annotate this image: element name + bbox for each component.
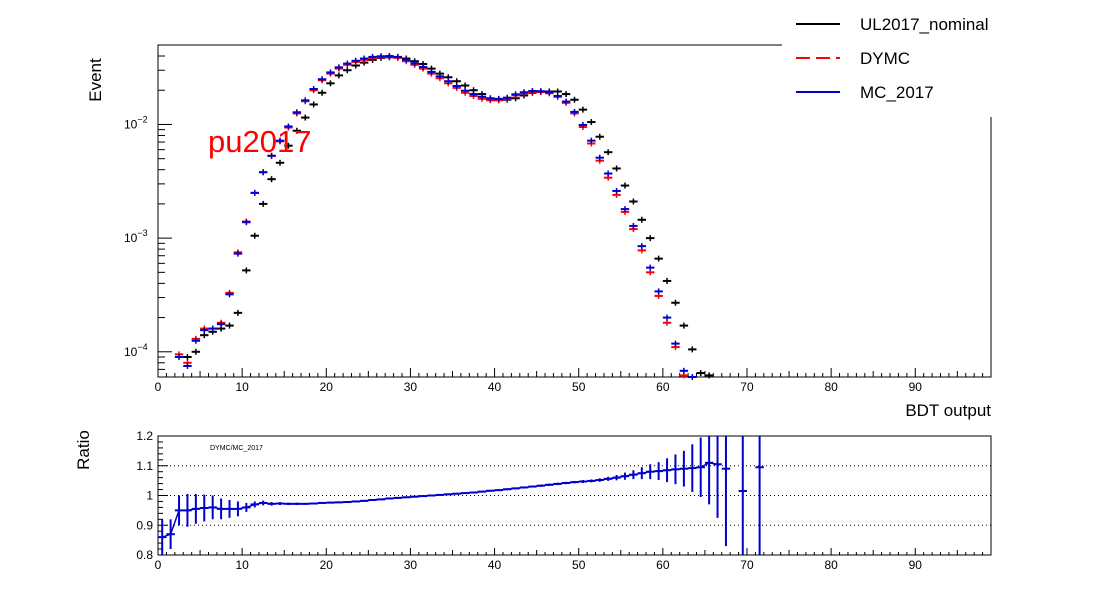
top-x-axis: 0 10 20 30 40 50 60 70 80 90	[155, 368, 992, 394]
ratio-y-axis: 0.8 0.9 1 1.1 1.2	[136, 429, 168, 562]
ratio-x-axis: 0 10 20 30 40 50 60 70 80 90	[155, 548, 992, 572]
legend-label: UL2017_nominal	[860, 15, 989, 34]
ratio-x-tick-label: 20	[320, 558, 334, 572]
top-y-axis-label: Event	[86, 58, 105, 102]
top-x-tick-label: 40	[488, 380, 502, 394]
top-y-tick-label: 10−4	[124, 342, 148, 359]
top-x-tick-label: 10	[235, 380, 249, 394]
top-x-tick-label: 30	[404, 380, 418, 394]
ratio-y-tick-label: 1	[146, 489, 153, 503]
top-x-axis-label: BDT output	[905, 401, 991, 420]
series-dymc	[174, 53, 689, 379]
ratio-x-tick-label: 50	[572, 558, 586, 572]
top-x-tick-label: 70	[740, 380, 754, 394]
top-x-tick-label: 50	[572, 380, 586, 394]
ratio-x-tick-label: 30	[404, 558, 418, 572]
top-x-tick-label: 60	[656, 380, 670, 394]
ratio-x-tick-label: 40	[488, 558, 502, 572]
ratio-series	[158, 436, 764, 555]
ratio-x-tick-label: 60	[656, 558, 670, 572]
series-mc_2017	[174, 53, 697, 380]
ratio-x-tick-label: 0	[155, 558, 162, 572]
ratio-line	[161, 461, 718, 538]
ratio-y-axis-label: Ratio	[74, 430, 93, 470]
ratio-y-tick-label: 0.9	[136, 518, 153, 532]
top-y-axis: 10−4 10−3 10−2	[124, 44, 172, 378]
legend: UL2017_nominal DYMC MC_2017	[796, 15, 989, 102]
ratio-x-tick-label: 70	[740, 558, 754, 572]
top-x-tick-label: 80	[824, 380, 838, 394]
legend-label: DYMC	[860, 49, 910, 68]
ratio-y-tick-label: 1.2	[136, 429, 153, 443]
ratio-x-tick-label: 80	[824, 558, 838, 572]
ratio-y-tick-label: 0.8	[136, 548, 153, 562]
ratio-y-tick-label: 1.1	[136, 459, 153, 473]
top-y-tick-label: 10−2	[124, 114, 148, 131]
top-x-tick-label: 20	[320, 380, 334, 394]
pu2017-annotation: pu2017	[208, 124, 311, 159]
ratio-annotation: DYMC/MC_2017	[210, 445, 263, 452]
top-y-tick-label: 10−3	[124, 228, 148, 245]
ratio-x-tick-label: 90	[909, 558, 923, 572]
top-plot-series	[174, 53, 714, 380]
top-x-tick-label: 0	[155, 380, 162, 394]
series-ul2017_nominal	[183, 54, 714, 379]
top-plot-frame	[157, 44, 992, 378]
ratio-gridlines	[158, 465, 991, 526]
top-x-tick-label: 90	[909, 380, 923, 394]
ratio-x-tick-label: 10	[235, 558, 249, 572]
legend-label: MC_2017	[860, 83, 934, 102]
